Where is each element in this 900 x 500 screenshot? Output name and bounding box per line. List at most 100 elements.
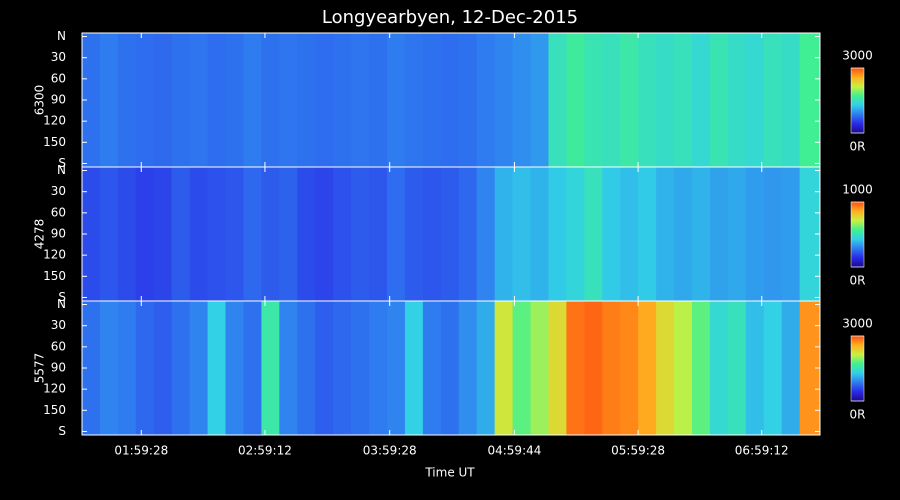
intensity-stripe [763,301,783,435]
intensity-stripe [494,33,514,167]
intensity-stripe [422,167,442,301]
intensity-stripe [584,33,603,167]
intensity-stripe [117,301,137,435]
intensity-stripe [656,301,675,435]
intensity-stripe [440,167,460,301]
intensity-stripe [458,301,478,435]
intensity-stripe [548,167,567,301]
intensity-stripe [422,301,442,435]
x-tick-label: 02:59:12 [238,444,292,458]
y-tick-label: S [58,156,66,170]
intensity-stripe [117,33,137,167]
intensity-stripe [494,167,514,301]
intensity-stripe [135,33,155,167]
intensity-stripe [225,167,244,301]
intensity-stripe [135,167,155,301]
intensity-stripe [171,33,191,167]
intensity-stripe [369,301,388,435]
intensity-stripe [530,33,549,167]
intensity-stripe [620,33,639,167]
intensity-stripe [171,301,191,435]
intensity-stripe [745,33,765,167]
intensity-stripe [709,167,729,301]
intensity-stripe [207,33,227,167]
intensity-stripe [799,33,821,167]
intensity-stripe [548,33,567,167]
intensity-stripe [638,167,657,301]
intensity-stripe [476,167,496,301]
intensity-stripe [99,167,119,301]
intensity-stripe [404,301,424,435]
y-tick-label: 90 [51,93,66,107]
intensity-stripe [422,33,442,167]
y-tick-label: 30 [51,50,66,64]
intensity-stripe [333,301,352,435]
panel: N 30 60 90 120 150 S 5577 0R 3000 [33,297,873,438]
x-tick-label: 03:59:28 [363,444,417,458]
intensity-stripe [333,167,352,301]
intensity-stripe [494,301,514,435]
intensity-stripe [620,167,639,301]
panel-label: 5577 [33,353,47,384]
intensity-stripe [404,33,424,167]
intensity-stripe [638,301,657,435]
intensity-stripe [279,33,298,167]
y-tick-label: N [57,297,66,311]
intensity-stripe [261,33,280,167]
intensity-stripe [315,167,334,301]
intensity-stripe [512,33,532,167]
intensity-stripe [440,301,460,435]
intensity-stripe [297,33,316,167]
intensity-stripe [781,167,801,301]
y-tick-label: 60 [51,339,66,353]
intensity-stripe [763,33,783,167]
intensity-stripe [225,33,244,167]
intensity-stripe [279,301,298,435]
intensity-stripe [763,167,783,301]
intensity-stripe [584,167,603,301]
intensity-stripe [530,301,549,435]
intensity-stripe [512,167,532,301]
y-tick-label: 150 [43,403,66,417]
y-tick-label: 30 [51,184,66,198]
intensity-stripe [458,33,478,167]
y-tick-label: 120 [43,248,66,262]
y-tick-label: 30 [51,318,66,332]
intensity-stripe [727,33,747,167]
intensity-stripe [602,33,621,167]
intensity-stripe [369,33,388,167]
intensity-stripe [584,301,603,435]
intensity-stripe [691,33,711,167]
y-tick-label: 150 [43,269,66,283]
intensity-stripe [404,167,424,301]
intensity-stripe [369,167,388,301]
y-tick-label: 120 [43,382,66,396]
intensity-stripe [476,33,496,167]
intensity-stripe [297,167,316,301]
panel: N 30 60 90 120 150 S 6300 0R 3000 [33,29,873,170]
colorbar-label: 0R [850,140,866,154]
panel-label: 4278 [33,219,47,250]
y-tick-label: 90 [51,361,66,375]
intensity-stripe [386,33,406,167]
intensity-stripe [548,301,567,435]
intensity-stripe [351,33,370,167]
colorbar-label: 3000 [842,49,873,63]
intensity-stripe [153,167,173,301]
intensity-stripe [620,301,639,435]
intensity-stripe [656,33,675,167]
x-tick-label: 06:59:12 [735,444,789,458]
y-tick-label: 120 [43,114,66,128]
intensity-stripe [315,33,334,167]
intensity-stripe [243,33,262,167]
intensity-stripe [82,301,101,435]
intensity-stripe [656,167,675,301]
y-tick-label: N [57,163,66,177]
intensity-stripe [638,33,657,167]
x-tick-label: 01:59:28 [114,444,168,458]
y-tick-label: S [58,424,66,438]
chart-title: Longyearbyen, 12-Dec-2015 [322,7,578,28]
intensity-stripe [709,33,729,167]
intensity-stripe [297,301,316,435]
intensity-stripe [135,301,155,435]
